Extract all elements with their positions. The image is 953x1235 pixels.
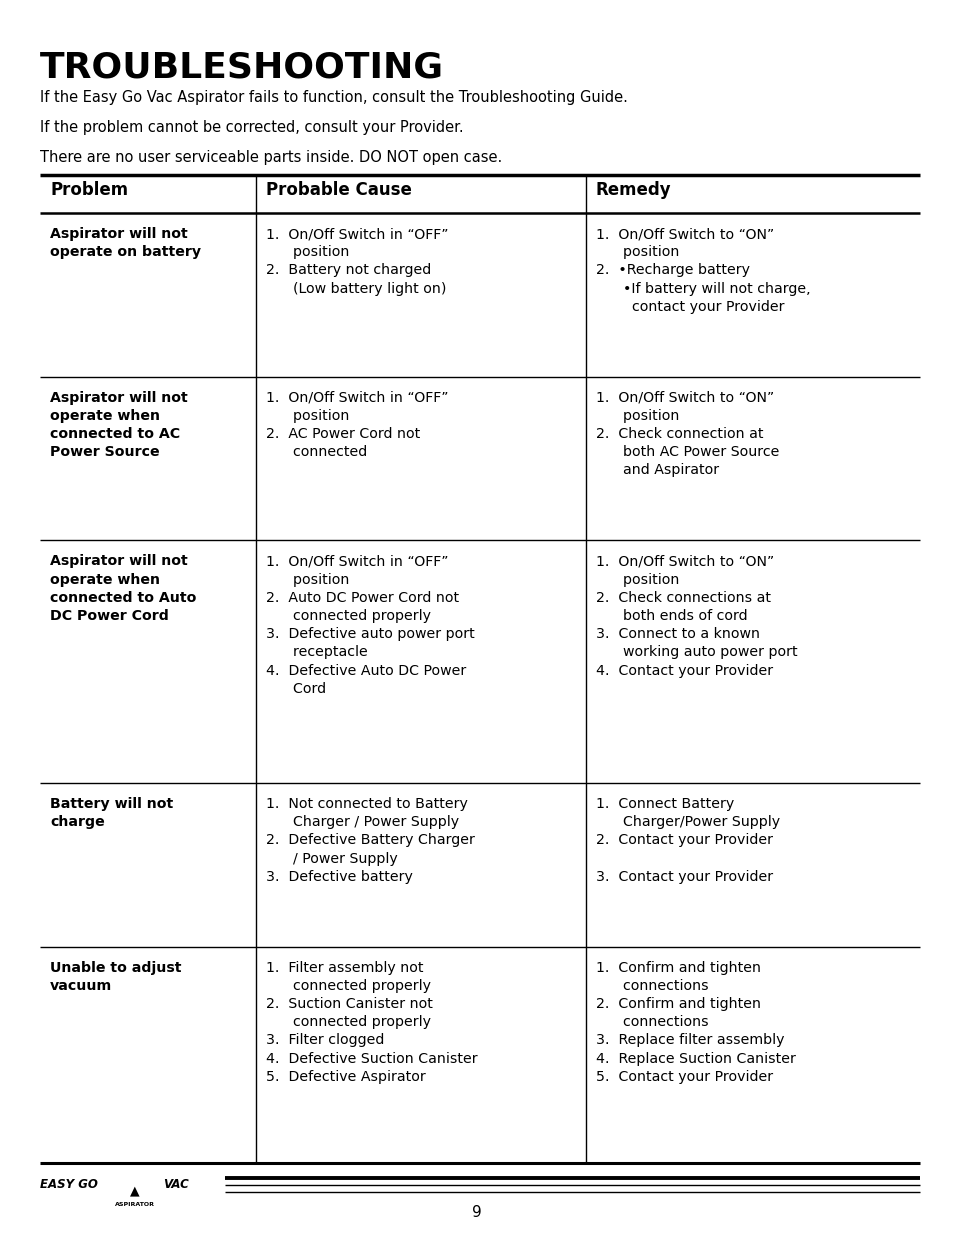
Text: ASPIRATOR: ASPIRATOR: [115, 1203, 154, 1208]
Text: 1.  On/Off Switch to “ON”
      position
2.  •Recharge battery
      •If battery: 1. On/Off Switch to “ON” position 2. •Re…: [595, 227, 809, 314]
Text: Problem: Problem: [50, 182, 128, 199]
Text: Aspirator will not
operate when
connected to AC
Power Source: Aspirator will not operate when connecte…: [50, 390, 188, 459]
Text: Unable to adjust
vacuum: Unable to adjust vacuum: [50, 961, 181, 993]
Text: There are no user serviceable parts inside. DO NOT open case.: There are no user serviceable parts insi…: [40, 149, 501, 165]
Text: If the problem cannot be corrected, consult your Provider.: If the problem cannot be corrected, cons…: [40, 120, 463, 135]
Text: 1.  On/Off Switch in “OFF”
      position
2.  Auto DC Power Cord not
      conne: 1. On/Off Switch in “OFF” position 2. Au…: [265, 555, 474, 695]
Text: 1.  On/Off Switch to “ON”
      position
2.  Check connection at
      both AC P: 1. On/Off Switch to “ON” position 2. Che…: [595, 390, 779, 478]
Text: Aspirator will not
operate on battery: Aspirator will not operate on battery: [50, 227, 201, 259]
Text: TROUBLESHOOTING: TROUBLESHOOTING: [40, 49, 443, 84]
Text: 9: 9: [472, 1205, 481, 1220]
Text: 1.  On/Off Switch in “OFF”
      position
2.  Battery not charged
      (Low bat: 1. On/Off Switch in “OFF” position 2. Ba…: [265, 227, 448, 295]
Text: 1.  On/Off Switch to “ON”
      position
2.  Check connections at
      both end: 1. On/Off Switch to “ON” position 2. Che…: [595, 555, 797, 678]
Text: 1.  Connect Battery
      Charger/Power Supply
2.  Contact your Provider

3.  Co: 1. Connect Battery Charger/Power Supply …: [595, 797, 779, 884]
Text: VAC: VAC: [163, 1178, 189, 1192]
Text: Battery will not
charge: Battery will not charge: [50, 797, 173, 829]
Text: 1.  Confirm and tighten
      connections
2.  Confirm and tighten
      connecti: 1. Confirm and tighten connections 2. Co…: [595, 961, 795, 1084]
Text: Aspirator will not
operate when
connected to Auto
DC Power Cord: Aspirator will not operate when connecte…: [50, 555, 196, 622]
Text: ▲: ▲: [130, 1184, 140, 1198]
Text: If the Easy Go Vac Aspirator fails to function, consult the Troubleshooting Guid: If the Easy Go Vac Aspirator fails to fu…: [40, 90, 627, 105]
Text: 1.  On/Off Switch in “OFF”
      position
2.  AC Power Cord not
      connected: 1. On/Off Switch in “OFF” position 2. AC…: [265, 390, 448, 459]
Text: 1.  Not connected to Battery
      Charger / Power Supply
2.  Defective Battery : 1. Not connected to Battery Charger / Po…: [265, 797, 474, 884]
Text: Remedy: Remedy: [595, 182, 671, 199]
Text: EASY GO: EASY GO: [40, 1178, 98, 1192]
Text: 1.  Filter assembly not
      connected properly
2.  Suction Canister not
      : 1. Filter assembly not connected properl…: [265, 961, 476, 1084]
Text: Probable Cause: Probable Cause: [265, 182, 411, 199]
